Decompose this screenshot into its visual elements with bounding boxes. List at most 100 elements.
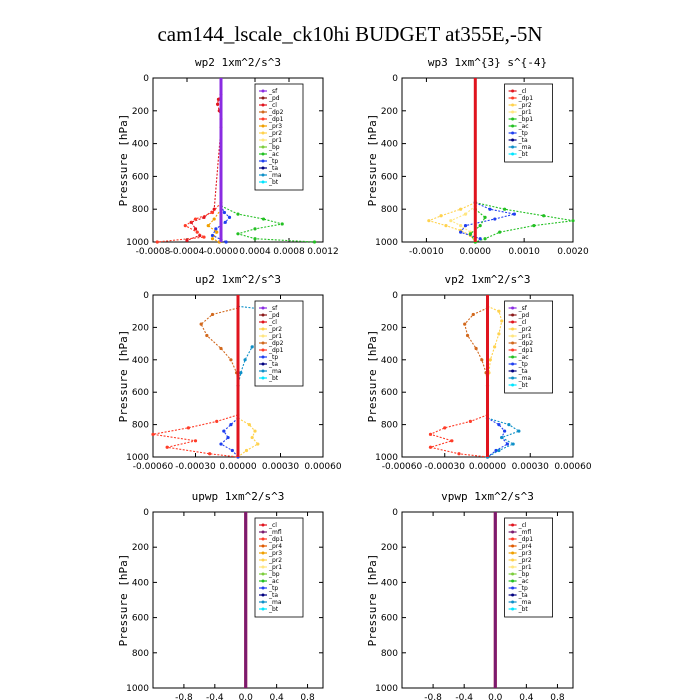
y-axis-label: Pressure [hPa] bbox=[366, 554, 379, 647]
legend-label: _ta bbox=[518, 368, 528, 375]
legend-marker bbox=[261, 159, 265, 163]
legend-marker bbox=[261, 565, 265, 569]
legend-marker bbox=[261, 558, 265, 562]
data-point-ma bbox=[517, 429, 521, 433]
x-tick-label: -0.00030 bbox=[425, 462, 466, 472]
y-axis-label: Pressure [hPa] bbox=[366, 330, 379, 423]
legend-label: _tp bbox=[268, 158, 278, 165]
chart-panel-2: wp3 1xm^{3} s^{-4} Pressure [hPa] 0 200 400 6… bbox=[366, 56, 589, 257]
chart-panel-4: vp2 1xm^2/s^3 Pressure [hPa] 0 200 400 600 800… bbox=[366, 273, 592, 472]
y-tick-label: 600 bbox=[381, 614, 398, 624]
legend-marker bbox=[511, 551, 515, 555]
panel-title: wp3 1xm^{3} s^{-4} bbox=[428, 56, 547, 69]
data-point-ac bbox=[253, 227, 257, 231]
panel-title: vpwp 1xm^2/s^3 bbox=[441, 490, 534, 503]
data-point-tp bbox=[493, 217, 497, 221]
legend-label: _pr1 bbox=[268, 564, 282, 571]
legend-marker bbox=[511, 530, 515, 534]
legend-marker bbox=[261, 544, 265, 548]
data-point-dp2 bbox=[465, 333, 470, 338]
data-point-cl bbox=[216, 102, 220, 106]
data-point-pr2 bbox=[493, 345, 497, 349]
y-tick-label: 400 bbox=[132, 356, 149, 366]
y-tick-label: 200 bbox=[132, 543, 149, 553]
legend-label: _pr2 bbox=[518, 326, 532, 333]
legend-label: _cl bbox=[518, 319, 527, 326]
x-tick-label: -0.8 bbox=[424, 693, 442, 700]
data-point-tp bbox=[478, 237, 482, 241]
data-point-dp2 bbox=[210, 312, 215, 317]
x-tick-label: -0.0008 bbox=[136, 247, 171, 257]
x-tick-label: 0.0012 bbox=[307, 247, 339, 257]
legend-marker bbox=[511, 131, 515, 135]
data-point-tp bbox=[214, 227, 218, 231]
data-point-ac bbox=[503, 207, 507, 211]
legend-label: _bt bbox=[518, 382, 529, 389]
legend-marker bbox=[261, 369, 265, 373]
data-point-ac bbox=[532, 224, 536, 228]
data-point-dp1 bbox=[208, 452, 212, 456]
y-tick-label: 400 bbox=[381, 356, 398, 366]
y-tick-label: 0 bbox=[143, 291, 149, 301]
data-point-ac bbox=[542, 214, 546, 218]
data-point-pr2 bbox=[427, 219, 431, 223]
legend-label: _bp bbox=[268, 144, 280, 151]
data-point-dp1 bbox=[183, 224, 187, 228]
data-point-dp1 bbox=[210, 210, 215, 215]
data-point-pr1 bbox=[449, 219, 453, 223]
y-tick-label: 200 bbox=[381, 323, 398, 333]
legend-label: _cl bbox=[268, 522, 277, 529]
legend-label: _pr1 bbox=[518, 333, 532, 340]
legend-label: _bt bbox=[268, 606, 279, 613]
y-tick-label: 400 bbox=[132, 578, 149, 588]
data-point-pr1 bbox=[459, 224, 463, 228]
data-point-ac bbox=[236, 232, 240, 236]
legend-marker bbox=[261, 586, 265, 590]
legend-label: _pr2 bbox=[268, 326, 282, 333]
data-point-cl bbox=[193, 227, 198, 231]
y-tick-label: 0 bbox=[392, 508, 398, 518]
y-tick-label: 600 bbox=[132, 614, 149, 624]
series-line-dp1 bbox=[428, 414, 488, 458]
series-line-bp1 bbox=[469, 208, 486, 243]
x-tick-label: -0.00060 bbox=[133, 462, 174, 472]
plot-frame bbox=[152, 511, 324, 689]
y-tick-label: 0 bbox=[392, 74, 398, 84]
legend-label: _ma bbox=[268, 368, 282, 375]
legend-label: _ta bbox=[518, 592, 528, 599]
data-point-tp bbox=[230, 448, 234, 453]
panel-title: up2 1xm^2/s^3 bbox=[195, 273, 281, 286]
legend-marker bbox=[511, 320, 515, 324]
data-point-pr2 bbox=[256, 442, 260, 446]
legend-marker bbox=[261, 180, 265, 184]
data-point-tp bbox=[494, 448, 498, 453]
legend-label: _cl bbox=[518, 522, 527, 529]
y-tick-label: 600 bbox=[132, 388, 149, 398]
legend-label: _ac bbox=[518, 123, 529, 130]
data-point-ac bbox=[312, 240, 317, 244]
legend-marker bbox=[511, 579, 515, 583]
data-point-dp2 bbox=[219, 346, 223, 351]
legend-box bbox=[254, 83, 304, 191]
legend-marker bbox=[261, 523, 265, 527]
data-point-dp1 bbox=[428, 445, 433, 449]
x-tick-label: -0.0004 bbox=[170, 247, 205, 257]
legend-label: _ta bbox=[268, 592, 278, 599]
y-tick-label: 0 bbox=[143, 74, 149, 84]
legend-marker bbox=[511, 607, 515, 611]
data-point-pr2 bbox=[439, 214, 443, 218]
data-point-dp1 bbox=[193, 217, 198, 221]
data-point-pr2 bbox=[250, 435, 254, 440]
legend-marker bbox=[261, 89, 265, 93]
legend-marker bbox=[261, 607, 265, 611]
data-point-bp1 bbox=[478, 224, 482, 228]
data-point-pr2 bbox=[497, 309, 501, 313]
data-point-tp bbox=[224, 240, 228, 244]
series-line-dp2 bbox=[200, 307, 239, 386]
legend-label: _pr3 bbox=[518, 550, 532, 557]
legend-label: _tp bbox=[518, 361, 528, 368]
legend-marker bbox=[511, 586, 515, 590]
x-tick-label: 0.8 bbox=[550, 693, 565, 700]
data-point-dp1 bbox=[457, 452, 461, 456]
x-tick-label: 0.0020 bbox=[557, 247, 589, 257]
